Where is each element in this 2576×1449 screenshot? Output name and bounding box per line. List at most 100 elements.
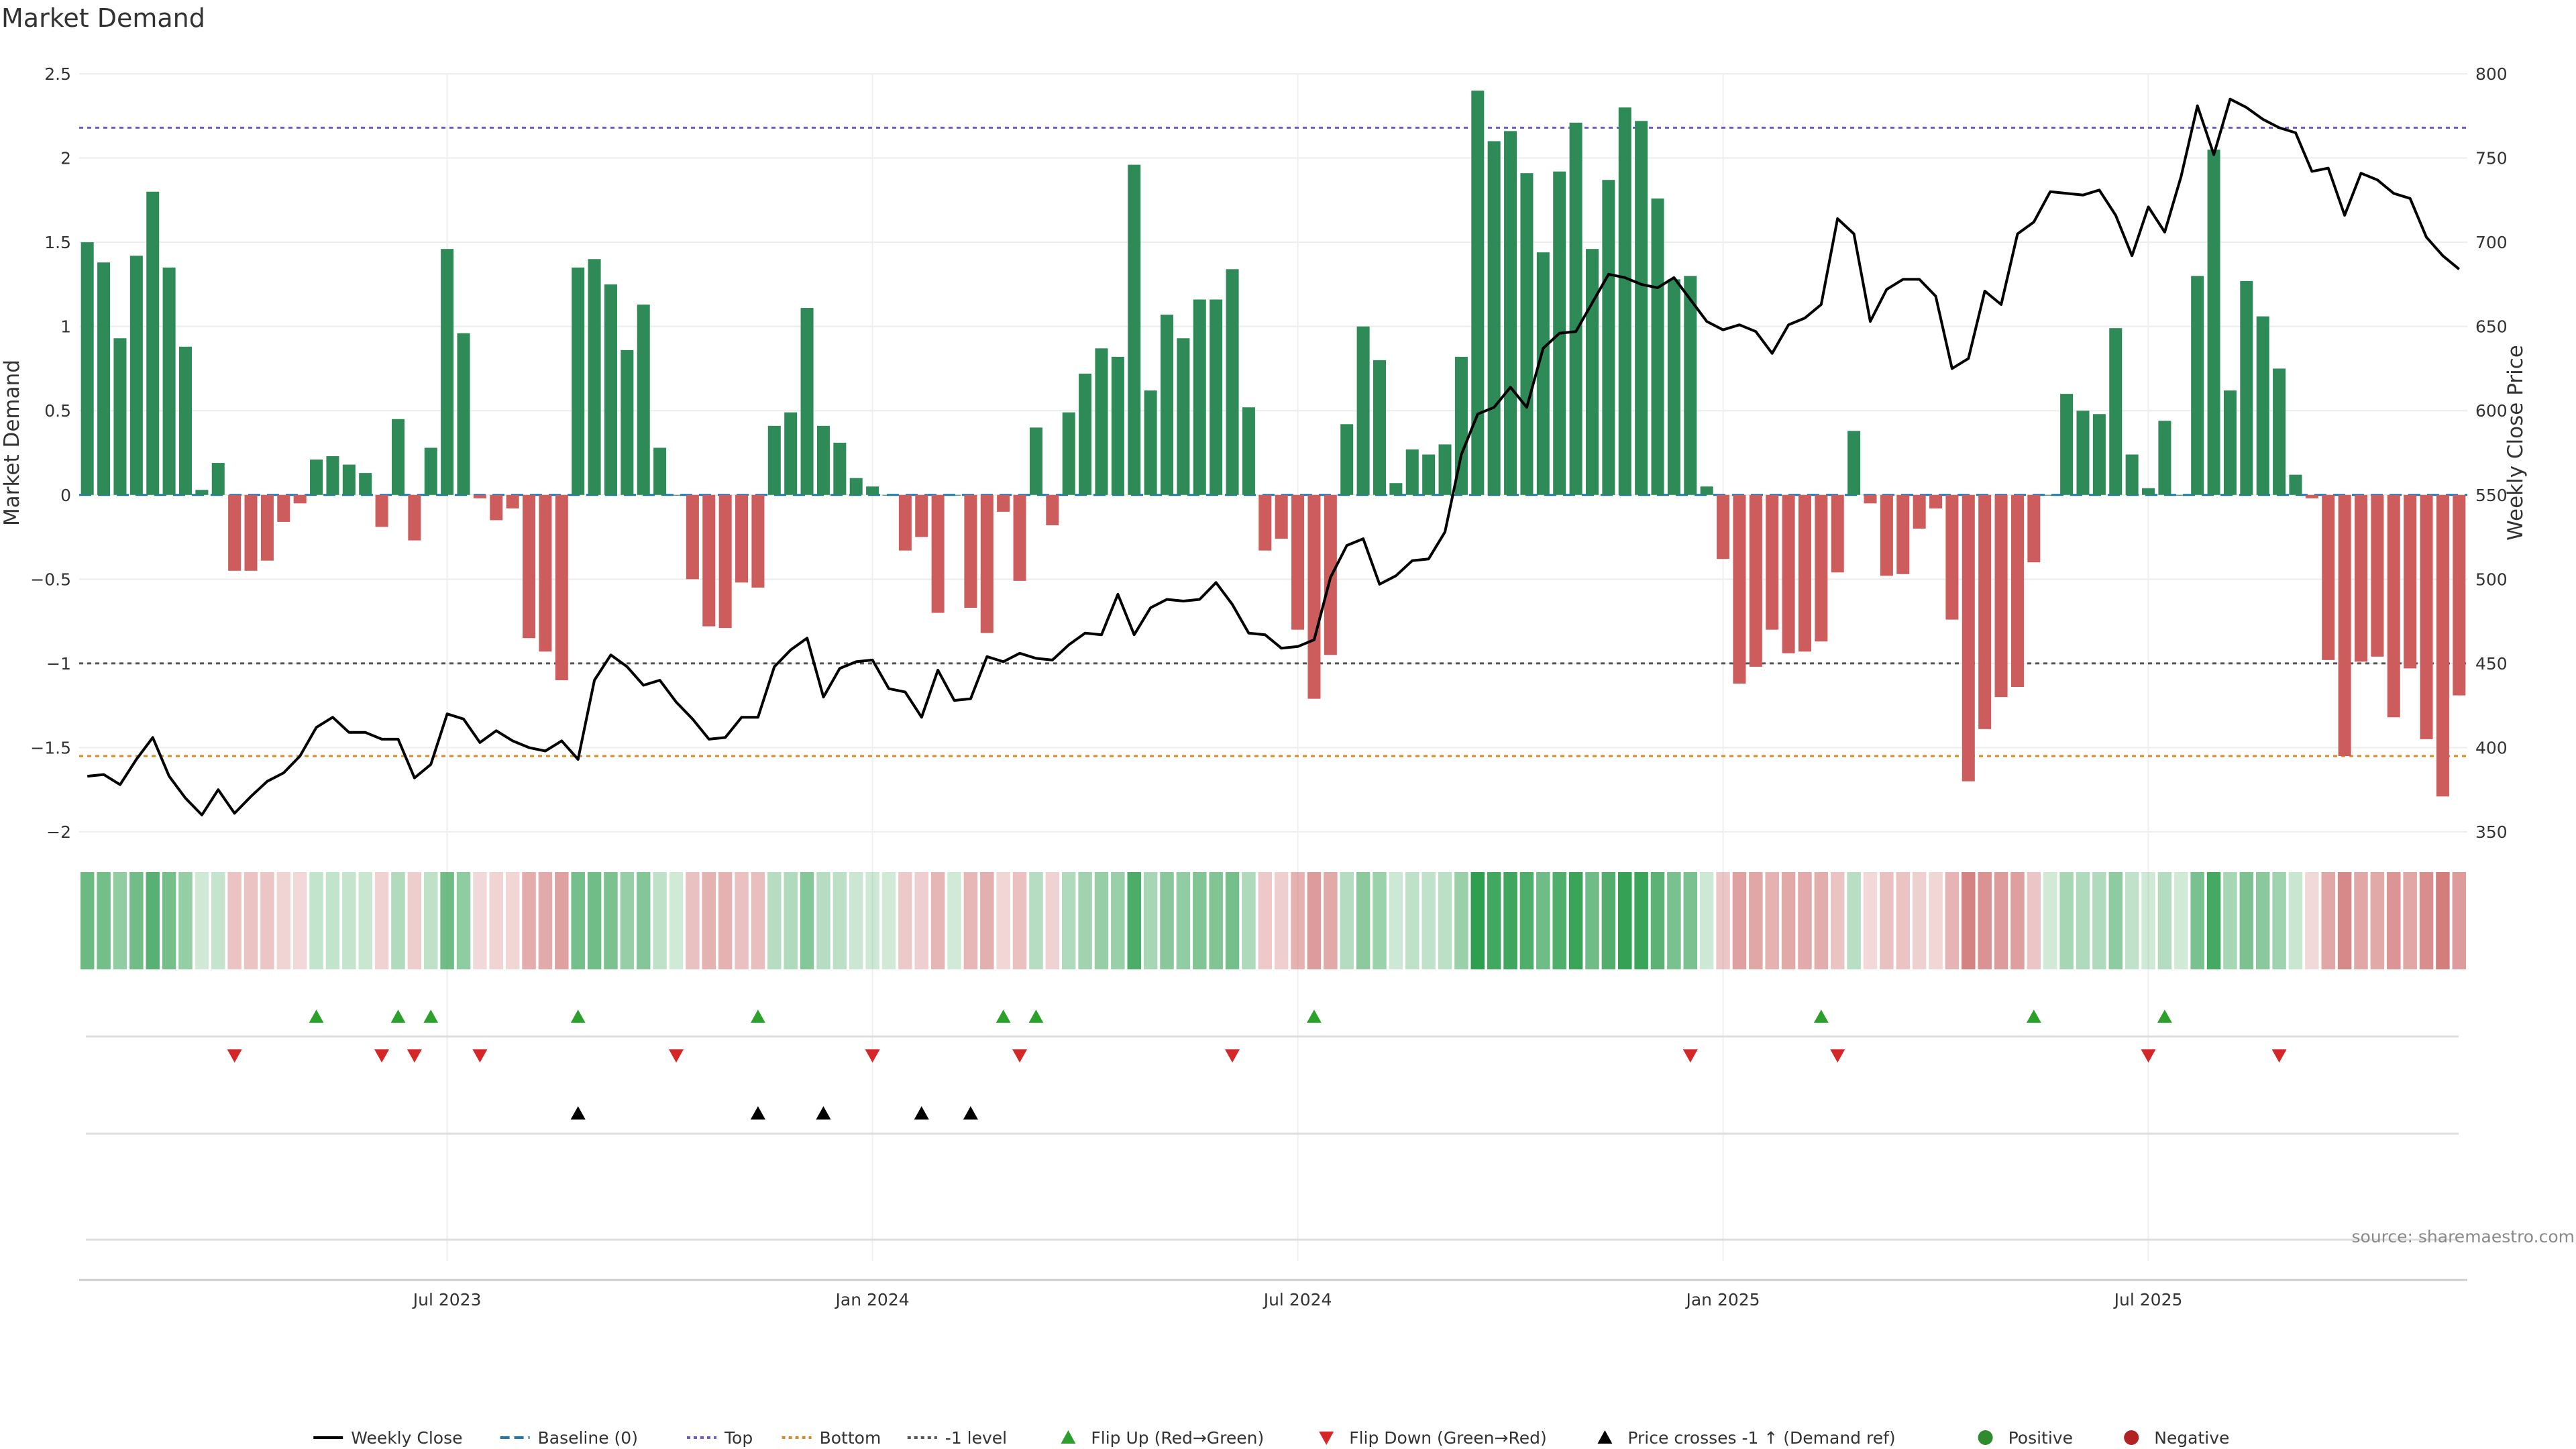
price-cross-marker bbox=[750, 1106, 765, 1120]
demand-bar bbox=[2109, 328, 2123, 495]
demand-bar bbox=[2125, 454, 2139, 495]
heat-strip-cell bbox=[833, 872, 847, 969]
demand-bar bbox=[342, 464, 356, 495]
left-tick-label: 0 bbox=[60, 486, 71, 505]
heat-strip-cell bbox=[1552, 872, 1566, 969]
chart-title: Market Demand bbox=[1, 3, 205, 33]
demand-bar bbox=[1536, 252, 1550, 495]
heat-strip-cell bbox=[2125, 872, 2139, 969]
demand-bar bbox=[1177, 338, 1190, 495]
legend-item: Price crosses -1 ↑ (Demand ref) bbox=[1597, 1428, 1896, 1448]
demand-bar bbox=[1144, 390, 1157, 495]
demand-bar bbox=[1471, 91, 1485, 495]
heat-strip-cell bbox=[1781, 872, 1796, 969]
demand-bar bbox=[2060, 394, 2074, 495]
left-tick-label: −1.5 bbox=[30, 738, 71, 757]
legend-label: Positive bbox=[2008, 1428, 2073, 1448]
heat-strip-cell bbox=[849, 872, 863, 969]
flip-up-marker bbox=[1306, 1010, 1322, 1023]
x-tick-label: Jan 2025 bbox=[1684, 1290, 1760, 1309]
demand-bar bbox=[2371, 494, 2384, 657]
weekly-close-line bbox=[87, 97, 2461, 816]
heat-strip-cell bbox=[407, 872, 422, 969]
left-tick-label: 0.5 bbox=[44, 401, 71, 421]
heat-strip-cell bbox=[636, 872, 651, 969]
demand-bar bbox=[1635, 121, 1648, 495]
demand-bar bbox=[1651, 198, 1664, 495]
demand-bar bbox=[391, 419, 405, 495]
legend-label: Price crosses -1 ↑ (Demand ref) bbox=[1627, 1428, 1895, 1448]
heat-strip-cell bbox=[2354, 872, 2368, 969]
heat-strip-cell bbox=[2305, 872, 2319, 969]
demand-bar bbox=[800, 308, 814, 495]
heat-strip-cell bbox=[1912, 872, 1927, 969]
right-axis-label: Weekly Close Price bbox=[2504, 345, 2528, 541]
demand-bar bbox=[424, 447, 437, 495]
demand-bar bbox=[1013, 494, 1026, 581]
demand-bar bbox=[2256, 316, 2269, 495]
heat-strip-cell bbox=[2239, 872, 2254, 969]
heat-strip-cell bbox=[1356, 872, 1371, 969]
demand-bar bbox=[1389, 483, 1403, 495]
flip-down-marker bbox=[227, 1049, 242, 1063]
right-tick-label: 550 bbox=[2475, 486, 2508, 505]
demand-bar bbox=[2338, 494, 2351, 756]
demand-bar bbox=[1618, 107, 1631, 495]
legend-item: Weekly Close bbox=[313, 1428, 462, 1448]
legend-swatch-triangle-up bbox=[1597, 1430, 1613, 1444]
heat-strip-cell bbox=[1667, 872, 1681, 969]
demand-bar bbox=[178, 346, 193, 495]
heat-strip-cell bbox=[1012, 872, 1027, 969]
x-tick-label: Jul 2025 bbox=[2113, 1290, 2183, 1309]
demand-bar bbox=[1422, 454, 1436, 495]
source-label: source: sharemaestro.com bbox=[2352, 1227, 2575, 1246]
flip-down-marker bbox=[1830, 1049, 1845, 1063]
demand-heat-strip bbox=[80, 872, 2467, 969]
event-marker-rows bbox=[86, 1010, 2459, 1241]
heat-strip-cell bbox=[227, 872, 241, 969]
heat-strip-cell bbox=[1127, 872, 1141, 969]
demand-bar bbox=[523, 494, 536, 639]
heat-strip-cell bbox=[1519, 872, 1534, 969]
demand-bar bbox=[2092, 414, 2106, 495]
demand-bar bbox=[653, 447, 667, 495]
demand-bar bbox=[2027, 494, 2041, 563]
demand-bar bbox=[2174, 494, 2188, 496]
demand-bar bbox=[2289, 474, 2302, 495]
demand-bar bbox=[260, 494, 274, 561]
demand-bar bbox=[1962, 494, 1975, 782]
left-tick-label: −1 bbox=[46, 654, 71, 674]
demand-bar bbox=[1242, 407, 1255, 495]
demand-bar bbox=[1667, 279, 1680, 495]
flip-down-marker bbox=[865, 1049, 880, 1063]
heat-strip-cell bbox=[2452, 872, 2467, 969]
heat-strip-cell bbox=[947, 872, 961, 969]
demand-bar bbox=[1831, 494, 1844, 573]
left-axis-label: Market Demand bbox=[0, 360, 24, 526]
demand-bar bbox=[1029, 427, 1042, 495]
legend: Weekly Close Baseline (0) Top Bottom -1 leve… bbox=[313, 1428, 2229, 1448]
demand-bar bbox=[1095, 348, 1108, 495]
heat-strip-cell bbox=[1438, 872, 1452, 969]
heat-strip-cell bbox=[505, 872, 520, 969]
heat-strip-cell bbox=[1160, 872, 1174, 969]
demand-bar bbox=[572, 267, 585, 495]
heat-strip-cell bbox=[1274, 872, 1289, 969]
heat-strip-cell bbox=[260, 872, 274, 969]
heat-strip-cell bbox=[980, 872, 994, 969]
demand-bar bbox=[2158, 421, 2171, 495]
demand-bar bbox=[1046, 494, 1059, 525]
demand-bar bbox=[473, 494, 486, 498]
legend-item: Flip Down (Green→Red) bbox=[1319, 1428, 1547, 1448]
demand-bar bbox=[1405, 449, 1419, 495]
heat-strip-cell bbox=[1945, 872, 1960, 969]
demand-bar bbox=[604, 284, 617, 495]
price-cross-marker bbox=[914, 1106, 929, 1120]
demand-bar bbox=[980, 494, 994, 633]
flip-down-marker bbox=[472, 1049, 488, 1063]
heat-strip-cell bbox=[1716, 872, 1730, 969]
heat-strip-cell bbox=[1814, 872, 1829, 969]
right-tick-label: 800 bbox=[2475, 64, 2508, 84]
demand-bar bbox=[1602, 180, 1615, 495]
heat-strip-cell bbox=[1683, 872, 1698, 969]
